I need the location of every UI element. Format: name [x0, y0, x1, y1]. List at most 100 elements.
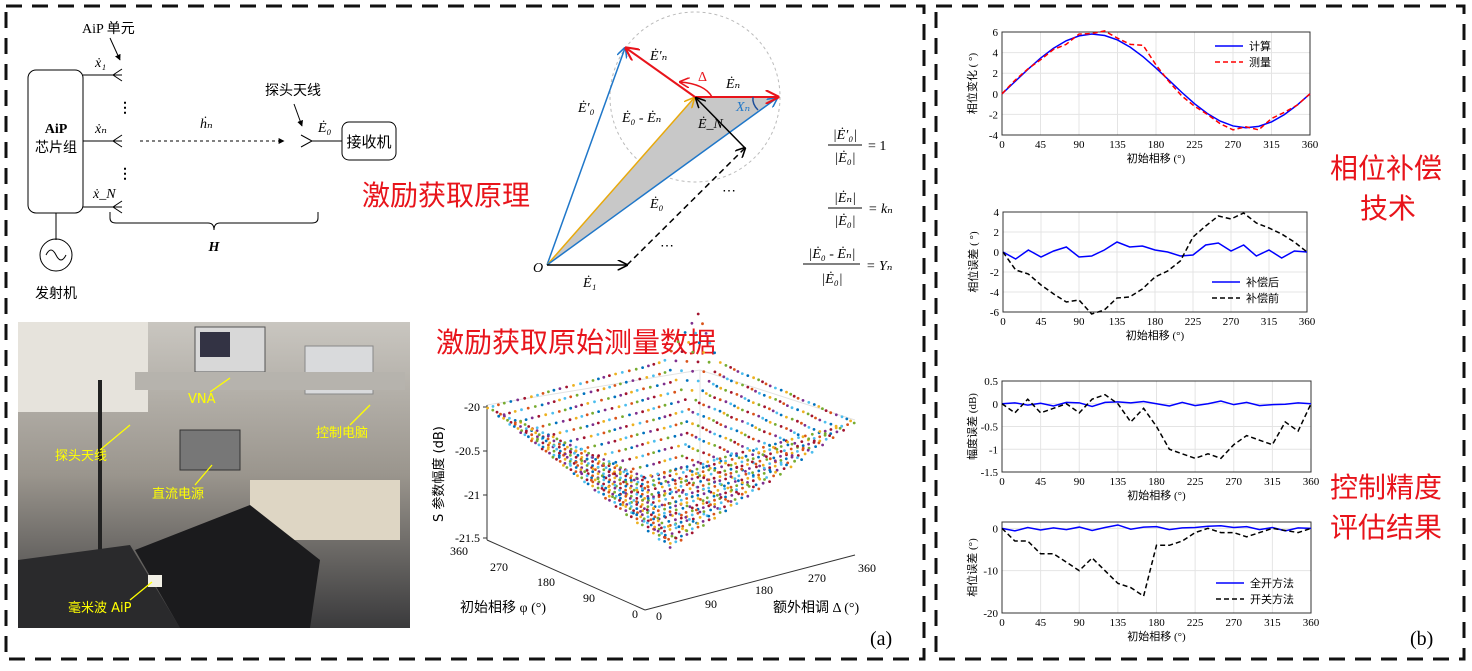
surface-point — [671, 496, 674, 500]
block-diagram: AiP 单元 AiP 芯片组 ẋ₁ ẋₙ ẋ_N ⋮ ⋮ ḣₙ 探头天线 Ė₀ … — [27, 21, 397, 302]
probe-pointer — [99, 424, 131, 451]
surface-point — [730, 458, 734, 461]
surface-point — [702, 492, 706, 496]
surface-point — [534, 441, 537, 445]
surface-point — [628, 457, 632, 461]
surface-point — [519, 431, 523, 434]
surface-point — [587, 451, 590, 455]
ellipsis-1: ⋯ — [722, 184, 736, 199]
H-brace — [109, 212, 319, 231]
surface-point — [772, 474, 775, 478]
surface-point — [818, 418, 822, 422]
pc-pointer — [349, 404, 371, 426]
surface-point — [740, 464, 744, 468]
legend-label: 测量 — [1249, 56, 1271, 69]
surface-point — [649, 430, 652, 433]
surface-point — [713, 485, 717, 488]
surface-point — [641, 410, 644, 414]
surface-point — [640, 513, 644, 517]
surface-point — [620, 371, 624, 374]
surface-point — [702, 451, 705, 455]
surface-point — [741, 383, 744, 387]
surface-point — [747, 435, 751, 439]
surface-point — [574, 416, 578, 420]
surface-point — [779, 472, 782, 476]
surface-point — [707, 518, 711, 522]
surface-point — [792, 394, 796, 398]
surface-point — [583, 470, 587, 473]
surface-point — [646, 525, 650, 529]
surface-point — [555, 437, 559, 441]
surface-point — [565, 466, 569, 469]
surface-point — [624, 505, 628, 508]
surface-point — [638, 465, 642, 469]
surface-point — [668, 528, 672, 531]
surface-point — [846, 423, 849, 426]
surface-point — [704, 392, 708, 395]
surface-point — [604, 496, 607, 500]
surface-point — [691, 369, 694, 373]
surface-point — [786, 443, 790, 447]
x-tick-label: 360 — [1302, 139, 1319, 151]
surface-point — [692, 463, 696, 467]
surface-point — [716, 507, 720, 510]
surface-point — [685, 420, 689, 423]
surface-point — [624, 492, 628, 495]
surface-point — [751, 471, 754, 474]
surface-point — [586, 446, 590, 449]
legend-label: 计算 — [1249, 39, 1271, 53]
surface-point — [685, 504, 689, 508]
surface-point — [724, 498, 727, 501]
surface-point — [810, 450, 814, 454]
surface-point — [657, 537, 661, 541]
surface-point — [681, 506, 685, 510]
surface-point — [663, 536, 667, 540]
surface-point — [639, 495, 643, 498]
surface-point — [580, 447, 584, 451]
surface-point — [696, 493, 700, 497]
surface-point — [548, 441, 552, 445]
surface-point — [602, 375, 606, 379]
surface-point — [596, 477, 600, 480]
surface-point — [608, 418, 611, 422]
surface-point — [768, 432, 772, 436]
surface-point — [737, 456, 741, 460]
surface-point — [619, 470, 622, 474]
surface-point — [572, 472, 576, 475]
surface-point — [674, 486, 677, 490]
surface-point — [648, 385, 652, 389]
vector-E0-prime — [546, 48, 625, 266]
surface-point — [646, 501, 649, 504]
surface-point — [652, 506, 655, 510]
surface-point — [579, 382, 582, 386]
surface-point — [724, 509, 728, 513]
surface-point — [618, 468, 622, 472]
surface-point — [673, 479, 677, 482]
surface-point — [607, 460, 611, 463]
surface-point — [630, 434, 633, 438]
surface-point — [687, 341, 690, 344]
surface-point — [631, 379, 635, 382]
surface-point — [680, 350, 684, 353]
surface-point — [653, 528, 656, 531]
surface-point — [733, 477, 737, 480]
x-tick-label: 90 — [1074, 316, 1086, 328]
locus-circle — [609, 11, 781, 183]
surface-point — [629, 505, 633, 508]
surface-point — [614, 416, 618, 420]
surface-point — [779, 450, 783, 453]
surface-point — [746, 374, 750, 377]
surface-point — [701, 322, 704, 326]
surface-point — [530, 433, 534, 437]
surface-point — [718, 373, 722, 377]
surface-point — [650, 513, 653, 517]
surface-point — [635, 472, 639, 476]
surface-point — [712, 462, 716, 466]
surface-point — [779, 441, 783, 444]
surface-point — [740, 492, 744, 496]
surface-point — [679, 538, 683, 542]
surface-point — [715, 421, 719, 424]
surface-point — [679, 433, 683, 437]
surface-point — [668, 542, 672, 545]
surface-point — [773, 423, 777, 426]
